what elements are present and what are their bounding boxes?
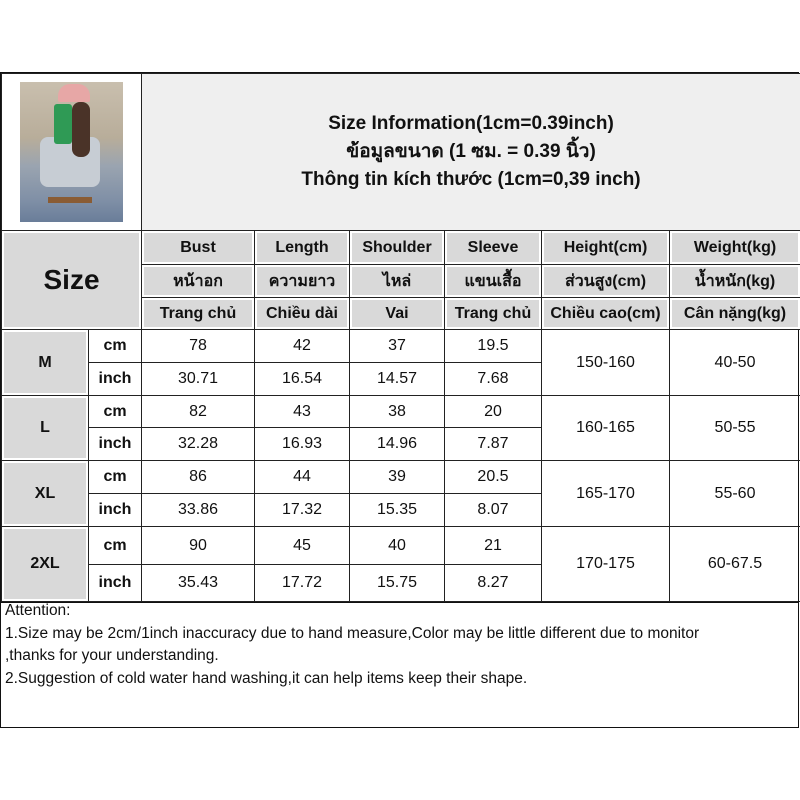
height-cell: 150-160	[541, 329, 670, 396]
column-header: Sleeve	[444, 230, 542, 265]
value-cell: 44	[254, 460, 350, 494]
value-cell: 19.5	[444, 329, 542, 363]
column-header: Chiều dài	[254, 297, 350, 330]
column-header: Shoulder	[349, 230, 445, 265]
height-cell: 165-170	[541, 460, 670, 527]
value-cell: 35.43	[141, 564, 255, 602]
table-row-inch: inch 30.71 16.54 14.57 7.68	[2, 362, 800, 396]
column-header: หน้าอก	[141, 264, 255, 298]
value-cell: 32.28	[141, 427, 255, 461]
table-row-inch: inch 35.43 17.72 15.75 8.27	[2, 564, 800, 602]
column-header: Height(cm)	[541, 230, 670, 265]
unit-cell: cm	[88, 526, 142, 565]
value-cell: 38	[349, 395, 445, 428]
unit-cell: inch	[88, 493, 142, 527]
value-cell: 7.87	[444, 427, 542, 461]
size-header: Size	[1, 230, 142, 330]
value-cell: 14.96	[349, 427, 445, 461]
value-cell: 15.35	[349, 493, 445, 527]
column-header: Bust	[141, 230, 255, 265]
value-cell: 15.75	[349, 564, 445, 602]
column-header: ความยาว	[254, 264, 350, 298]
column-header: ส่วนสูง(cm)	[541, 264, 670, 298]
column-header: ไหล่	[349, 264, 445, 298]
table-row-inch: inch 32.28 16.93 14.96 7.87	[2, 427, 800, 461]
table-row-cm: 2XL cm 90 45 40 21 170-175 60-67.5	[1, 526, 800, 602]
column-header: Chiều cao(cm)	[541, 297, 670, 330]
size-chart: Size Information(1cm=0.39inch) ข้อมูลขนา…	[0, 72, 800, 603]
value-cell: 16.54	[254, 362, 350, 396]
unit-cell: cm	[88, 395, 142, 428]
size-cell: XL	[1, 460, 89, 527]
value-cell: 78	[141, 329, 255, 363]
product-photo	[1, 73, 142, 231]
column-header: Trang chủ	[444, 297, 542, 330]
value-cell: 82	[141, 395, 255, 428]
value-cell: 37	[349, 329, 445, 363]
title-vi: Thông tin kích thước (1cm=0,39 inch)	[301, 169, 641, 190]
unit-cell: inch	[88, 564, 142, 602]
column-header: แขนเสื้อ	[444, 264, 542, 298]
value-cell: 7.68	[444, 362, 542, 396]
title-en: Size Information(1cm=0.39inch)	[328, 113, 614, 134]
attention-line-1-cont: ,thanks for your understanding.	[5, 647, 219, 664]
column-header: Length	[254, 230, 350, 265]
weight-cell: 60-67.5	[668, 526, 800, 602]
unit-cell: inch	[88, 427, 142, 461]
value-cell: 40	[349, 526, 445, 565]
size-information-title: Size Information(1cm=0.39inch) ข้อมูลขนา…	[140, 73, 800, 231]
unit-cell: cm	[88, 460, 142, 494]
column-header: น้ำหนัก(kg)	[668, 264, 800, 298]
value-cell: 14.57	[349, 362, 445, 396]
column-header: Trang chủ	[141, 297, 255, 330]
attention-line-1: 1.Size may be 2cm/1inch inaccuracy due t…	[5, 624, 700, 642]
size-cell: M	[1, 329, 89, 396]
size-cell: 2XL	[1, 526, 89, 602]
column-header: Weight(kg)	[668, 230, 800, 265]
value-cell: 86	[141, 460, 255, 494]
unit-cell: cm	[88, 329, 142, 363]
attention-note: Attention: 1.Size may be 2cm/1inch inacc…	[0, 599, 799, 728]
height-cell: 170-175	[541, 526, 670, 602]
value-cell: 20.5	[444, 460, 542, 494]
value-cell: 42	[254, 329, 350, 363]
value-cell: 8.27	[444, 564, 542, 602]
value-cell: 90	[141, 526, 255, 565]
title-th: ข้อมูลขนาด (1 ซม. = 0.39 นิ้ว)	[346, 141, 596, 162]
value-cell: 21	[444, 526, 542, 565]
weight-cell: 40-50	[668, 329, 800, 396]
attention-line-2: 2.Suggestion of cold water hand washing,…	[5, 669, 528, 687]
value-cell: 16.93	[254, 427, 350, 461]
value-cell: 17.72	[254, 564, 350, 602]
table-row-inch: inch 33.86 17.32 15.35 8.07	[2, 493, 800, 527]
value-cell: 20	[444, 395, 542, 428]
value-cell: 45	[254, 526, 350, 565]
attention-heading: Attention:	[5, 602, 71, 619]
value-cell: 43	[254, 395, 350, 428]
weight-cell: 55-60	[668, 460, 800, 527]
value-cell: 30.71	[141, 362, 255, 396]
unit-cell: inch	[88, 362, 142, 396]
column-header: Cân nặng(kg)	[668, 297, 800, 330]
column-header: Vai	[349, 297, 445, 330]
size-cell: L	[1, 395, 89, 461]
value-cell: 33.86	[141, 493, 255, 527]
height-cell: 160-165	[541, 395, 670, 461]
table-row-cm: XL cm 86 44 39 20.5 165-170 55-60	[1, 460, 800, 527]
value-cell: 8.07	[444, 493, 542, 527]
value-cell: 17.32	[254, 493, 350, 527]
weight-cell: 50-55	[668, 395, 800, 461]
value-cell: 39	[349, 460, 445, 494]
